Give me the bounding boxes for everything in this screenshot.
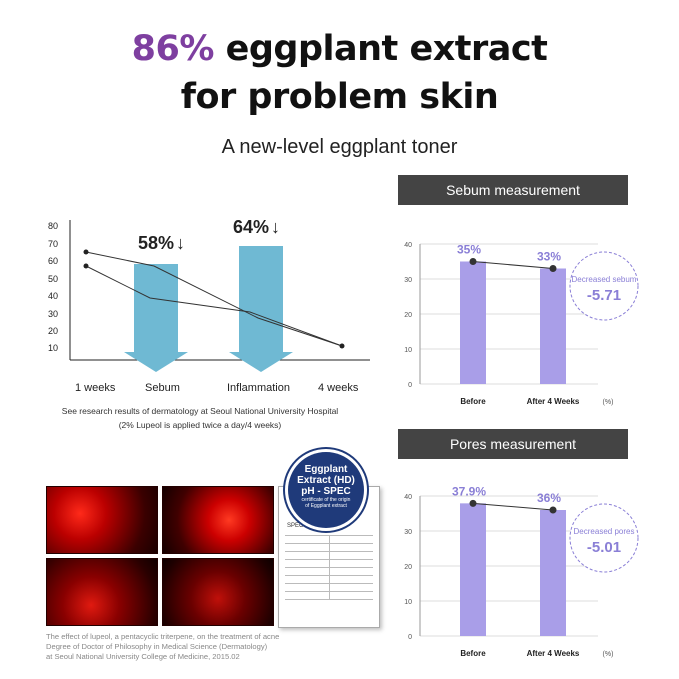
left-chart: 80 70 60 50 40 30 20 10 58% ↓ 64% ↓ 1 week… [48,217,370,394]
left-xlabel: Inflammation [227,382,290,394]
sebum-chart: 40 30 20 10 0 35% Before 33% After 4 Weeks (%) Dec… [404,242,639,406]
bar [540,510,566,636]
callout-circle [569,251,639,321]
inflammation-arrow [229,246,293,372]
certificate-seal: Eggplant Extract (HD) pH - SPEC certific… [288,452,364,528]
left-ytick: 20 [48,326,58,336]
paper-citation: The effect of lupeol, a pentacyclic trit… [46,632,376,662]
left-ytick: 70 [48,239,58,249]
subhead: A new-level eggplant toner [221,136,458,158]
pores-chart-title: Pores measurement [398,429,628,459]
y-tick-label: 10 [404,347,412,354]
trend-point [549,506,557,514]
research-caption-2: (2% Lupeol is applied twice a day/4 week… [118,420,282,430]
callout-value: -5.01 [587,539,621,556]
research-caption-1: See research results of dermatology at S… [61,406,339,416]
trend-point [549,265,557,272]
left-ytick: 40 [48,291,58,301]
callout-value: -5.71 [587,287,621,304]
callout-label: Decreased sebum [572,275,637,284]
seal-line: Extract (HD) [297,475,355,486]
left-xlabel: 4 weeks [318,382,359,394]
headline-accent: 86% [131,29,215,69]
y-tick-label: 30 [404,277,412,284]
seal-line: certificate of the origin [301,497,351,503]
callout-circle [569,503,639,573]
bar-value-label: 35% [457,243,481,257]
x-category-label: After 4 Weeks [527,397,580,406]
seal-line: pH - SPEC [301,486,351,497]
bar [460,261,486,384]
left-xlabel: 1 weeks [75,382,116,394]
trend-point [469,258,477,265]
bar [540,268,566,384]
headline-line-2: for problem skin [180,77,499,117]
bar-value-label: 33% [537,250,561,264]
trend-line [472,261,554,269]
x-category-label: After 4 Weeks [527,649,580,658]
paper-citation-line: at Seoul National University College of … [46,652,240,661]
bar-value-label: 36% [537,491,561,505]
trend-point [83,249,89,255]
trend-point [469,499,477,507]
unit-label: (%) [603,399,614,406]
left-ytick: 50 [48,274,58,284]
trend-point [339,343,345,349]
left-ytick: 10 [48,343,58,353]
microscope-photo [162,558,274,626]
y-tick-label: 0 [408,634,412,641]
pores-chart: 40 30 20 10 0 37.9% Before 36% After 4 Weeks (%) D… [404,484,639,658]
y-tick-label: 40 [404,242,412,249]
trend-point [83,263,89,269]
sebum-pct-label: 58% ↓ [138,233,185,253]
callout-label: Decreased pores [574,527,635,536]
y-tick-label: 20 [404,564,412,571]
microscope-photo [162,486,274,554]
x-category-label: Before [460,649,486,658]
certificate-doc-title: SPECIFICATION [287,523,333,529]
headline-rest: eggplant extract [213,29,548,69]
sebum-chart-title: Sebum measurement [398,175,628,205]
paper-citation-line: Degree of Doctor of Philosophy in Medica… [46,642,268,651]
y-tick-label: 0 [408,382,412,389]
sebum-arrow [124,264,188,372]
microscope-photo [46,558,158,626]
y-tick-label: 10 [404,599,412,606]
left-xlabel: Sebum [145,382,180,394]
bar-value-label: 37.9% [452,484,486,498]
y-tick-label: 20 [404,312,412,319]
left-ytick: 30 [48,309,58,319]
paper-citation-line: The effect of lupeol, a pentacyclic trit… [46,632,280,641]
unit-label: (%) [603,651,614,658]
trend-line [472,502,554,511]
seal-line: Eggplant [304,464,348,475]
left-ytick: 80 [48,221,58,231]
bar [460,503,486,636]
inflammation-pct-label: 64% ↓ [233,217,280,237]
left-ytick: 60 [48,256,58,266]
microscope-photo [46,486,158,554]
headline-line-1: 86% eggplant extract [0,28,679,70]
trend-line-1 [85,251,343,347]
trend-line-2 [85,265,343,347]
seal-line: of Eggplant extract [305,503,347,509]
y-tick-label: 30 [404,529,412,536]
x-category-label: Before [460,397,486,406]
y-tick-label: 40 [404,494,412,501]
